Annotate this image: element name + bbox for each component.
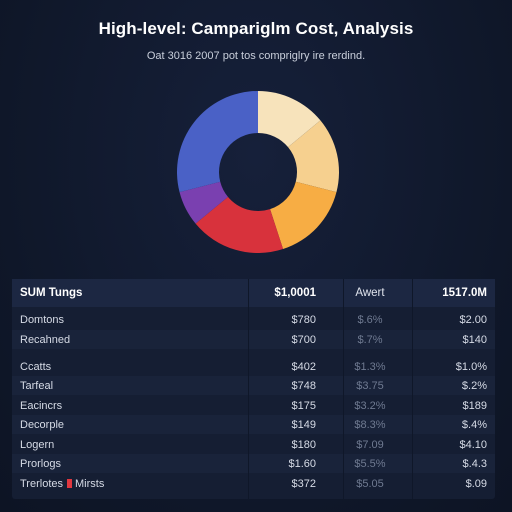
row-value-total: $175 bbox=[291, 399, 316, 412]
row-value-total: $748 bbox=[291, 379, 316, 392]
table-row: Tarfeal $748 $3.75 $.2% bbox=[12, 376, 495, 395]
row-name-text: Decorple bbox=[20, 418, 65, 431]
donut-chart-svg bbox=[177, 91, 339, 254]
table-row: Logern $180 $7.09 $4.10 bbox=[12, 435, 495, 454]
row-value-amount: $189 bbox=[462, 399, 487, 412]
header-cell-name: SUM Tungs bbox=[20, 287, 83, 299]
cost-table: SUM Tungs $1,0001 Awert 1517.0M Domtons $… bbox=[12, 279, 495, 499]
row-name-text: Trerlotes bbox=[20, 477, 63, 490]
table-header: SUM Tungs $1,0001 Awert 1517.0M bbox=[12, 279, 495, 307]
table-row: Trerlotes Mirsts $372 $5.05 $.09 bbox=[12, 474, 495, 493]
row-value-amount: $1.0% bbox=[455, 360, 487, 373]
row-name-text: Tarfeal bbox=[20, 379, 54, 392]
donut-chart bbox=[176, 90, 340, 254]
row-name: Ccatts bbox=[12, 361, 248, 373]
donut-slice bbox=[195, 196, 284, 254]
row-value-awert: $1.3% bbox=[354, 360, 386, 373]
row-value-amount: $.09 bbox=[465, 477, 487, 490]
table-row: Ccatts $402 $1.3% $1.0% bbox=[12, 357, 495, 376]
donut-slice bbox=[179, 181, 228, 224]
header-cell-total: $1,0001 bbox=[274, 287, 316, 299]
row-value-amount: $4.10 bbox=[459, 438, 487, 451]
row-name-text: Ccatts bbox=[20, 360, 52, 373]
row-name: Prorlogs bbox=[12, 458, 248, 470]
row-value-amount: $2.00 bbox=[459, 313, 487, 326]
row-name: Decorple bbox=[12, 419, 248, 431]
column-divider bbox=[412, 279, 413, 499]
row-value-awert: $.6% bbox=[357, 313, 383, 326]
donut-slice bbox=[270, 181, 337, 250]
row-name-text: Eacincrs bbox=[20, 399, 63, 412]
donut-slice bbox=[288, 120, 339, 193]
row-name: Recahned bbox=[12, 334, 248, 346]
header-cell-awert: Awert bbox=[355, 287, 385, 299]
row-name-text: Logern bbox=[20, 438, 55, 451]
red-marker-icon bbox=[67, 478, 72, 488]
column-divider bbox=[343, 279, 344, 499]
row-name-text: Domtons bbox=[20, 313, 65, 326]
row-value-total: $780 bbox=[291, 313, 316, 326]
row-value-amount: $.4% bbox=[461, 418, 487, 431]
table-row: Prorlogs $1.60 $5.5% $.4.3 bbox=[12, 454, 495, 473]
row-value-awert: $8.3% bbox=[354, 418, 386, 431]
row-value-amount: $.2% bbox=[461, 379, 487, 392]
row-name: Eacincrs bbox=[12, 400, 248, 412]
row-value-total: $180 bbox=[291, 438, 316, 451]
row-name: Domtons bbox=[12, 314, 248, 326]
chart-subtitle: Oat 3016 2007 pot tos compriglry ire rer… bbox=[146, 50, 366, 62]
row-name-extra: Mirsts bbox=[75, 477, 105, 490]
donut-slice bbox=[258, 91, 321, 148]
row-value-awert: $5.5% bbox=[354, 457, 386, 470]
row-name: Trerlotes Mirsts bbox=[12, 478, 248, 490]
row-value-amount: $.4.3 bbox=[462, 457, 487, 470]
row-value-total: $372 bbox=[291, 477, 316, 490]
table-row: Domtons $780 $.6% $2.00 bbox=[12, 310, 495, 329]
row-value-awert: $7.09 bbox=[356, 438, 384, 451]
row-value-amount: $140 bbox=[462, 333, 487, 346]
row-value-total: $149 bbox=[291, 418, 316, 431]
chart-title: High-level: Campariglm Cost, Analysis bbox=[98, 19, 414, 38]
table-row: Decorple $149 $8.3% $.4% bbox=[12, 415, 495, 434]
row-value-awert: $.7% bbox=[357, 333, 383, 346]
row-value-awert: $3.2% bbox=[354, 399, 386, 412]
row-name: Tarfeal bbox=[12, 380, 248, 392]
row-value-awert: $3.75 bbox=[356, 379, 384, 392]
row-value-total: $1.60 bbox=[288, 457, 316, 470]
row-name-text: Recahned bbox=[20, 333, 71, 346]
table-row: Eacincrs $175 $3.2% $189 bbox=[12, 396, 495, 415]
column-divider bbox=[248, 279, 249, 499]
row-value-total: $700 bbox=[291, 333, 316, 346]
row-value-awert: $5.05 bbox=[356, 477, 384, 490]
row-name: Logern bbox=[12, 439, 248, 451]
row-value-total: $402 bbox=[291, 360, 316, 373]
donut-slice bbox=[177, 91, 258, 193]
row-name-text: Prorlogs bbox=[20, 457, 61, 470]
table-row: Recahned $700 $.7% $140 bbox=[12, 330, 495, 349]
header-cell-amount: 1517.0M bbox=[442, 287, 487, 299]
